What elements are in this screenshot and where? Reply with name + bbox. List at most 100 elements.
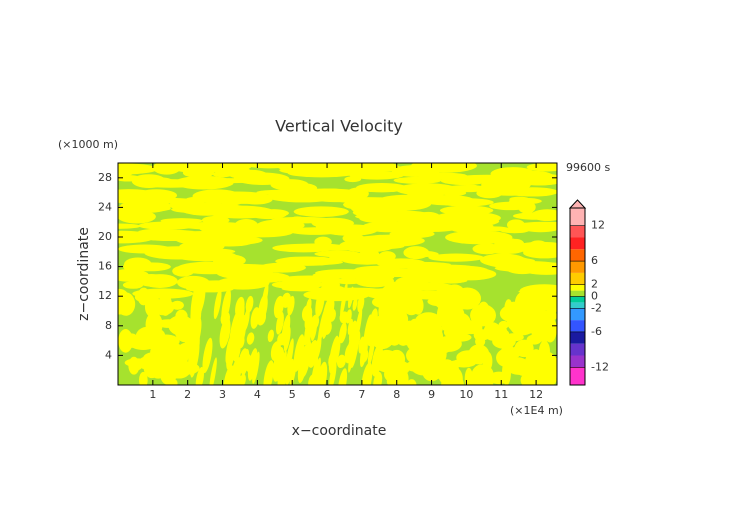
field-blob — [174, 175, 234, 190]
field-blob — [118, 244, 172, 254]
field-blob — [494, 264, 557, 273]
field-blob — [135, 230, 202, 241]
y-tick-label: 20 — [98, 230, 112, 243]
field-blob — [373, 371, 383, 385]
field-blob — [304, 307, 311, 329]
field-blob — [129, 338, 157, 350]
field-blob — [281, 314, 291, 346]
colorbar-band — [570, 284, 585, 291]
field-blob — [138, 371, 148, 385]
field-blob — [283, 326, 291, 352]
field-blob — [301, 340, 312, 377]
field-blob — [347, 286, 354, 309]
field-blob — [195, 286, 205, 326]
field-blob — [546, 294, 557, 318]
field-blob — [285, 344, 292, 370]
colorbar-tick-label: -12 — [591, 360, 609, 373]
field-blob — [312, 271, 370, 279]
field-blob — [293, 206, 349, 217]
field-blob — [481, 178, 531, 192]
plot-frame — [117, 162, 558, 386]
field-blob — [290, 243, 344, 251]
field-blob — [355, 182, 408, 193]
field-blob — [237, 304, 245, 335]
x-tick-label: 12 — [529, 388, 543, 401]
field-blob — [334, 197, 403, 204]
field-blob — [247, 348, 258, 381]
y-tick-label: 12 — [98, 289, 112, 302]
field-blob — [279, 182, 318, 194]
field-blob — [152, 163, 181, 175]
field-blob — [212, 171, 234, 178]
field-blob — [243, 308, 250, 332]
colorbar-extension — [568, 199, 587, 209]
field-blob — [504, 299, 513, 321]
x-tick-label: 3 — [219, 388, 226, 401]
x-tick-label: 11 — [494, 388, 508, 401]
y-tick-label: 16 — [98, 260, 112, 273]
colorbar-band — [570, 261, 585, 273]
colorbar-band — [570, 331, 585, 344]
field-blob — [293, 217, 314, 223]
field-blob — [504, 333, 524, 342]
field-blob — [441, 190, 467, 196]
field-blob — [118, 194, 143, 204]
x-axis-label: x−coordinate — [292, 423, 387, 439]
field-blob — [367, 336, 375, 366]
field-blob — [209, 357, 217, 385]
field-blob — [273, 295, 284, 319]
field-blob — [200, 264, 259, 270]
field-blob — [179, 241, 225, 253]
field-blob — [506, 219, 525, 231]
field-blob — [482, 351, 493, 372]
field-blob — [392, 293, 417, 309]
field-blob — [220, 197, 243, 206]
field-blob — [263, 360, 274, 385]
field-blob — [336, 354, 346, 368]
field-blob — [245, 295, 254, 313]
field-blob — [422, 278, 468, 284]
field-blob — [118, 163, 158, 175]
field-blob — [374, 349, 400, 373]
field-blob — [138, 221, 196, 230]
field-blob — [337, 368, 348, 385]
field-blob — [231, 226, 294, 238]
colorbar-band — [570, 355, 585, 368]
field-blob — [222, 320, 230, 334]
field-blob — [436, 335, 462, 352]
y-tick-label: 8 — [105, 319, 112, 332]
colorbar-tick-label: -6 — [591, 325, 602, 338]
field-blob — [201, 215, 230, 225]
field-blob — [151, 298, 175, 316]
x-unit: (×1E4 m) — [510, 404, 563, 417]
field-blob — [281, 292, 292, 308]
field-blob — [277, 359, 289, 385]
field-blob — [143, 355, 161, 379]
colorbar-band — [570, 320, 585, 332]
field-blob — [118, 189, 151, 197]
field-blob — [480, 253, 526, 267]
field-blob — [445, 230, 513, 245]
field-blob — [344, 176, 362, 183]
field-blob — [389, 229, 435, 239]
field-blob — [378, 299, 392, 325]
colorbar-tick-label: -2 — [591, 301, 602, 314]
field-blob — [406, 379, 417, 385]
x-tick-label: 10 — [459, 388, 473, 401]
field-blob — [123, 257, 152, 272]
field-blob — [526, 293, 552, 313]
field-blob — [352, 297, 358, 311]
field-blob — [439, 372, 459, 382]
field-blob — [528, 349, 544, 375]
field-blob — [344, 343, 354, 364]
field-blob — [315, 188, 350, 202]
field-blob — [311, 217, 355, 229]
field-blob — [357, 295, 365, 313]
field-blob — [145, 312, 163, 338]
field-blob — [332, 337, 341, 367]
field-blob — [349, 170, 405, 180]
field-blob — [288, 259, 344, 265]
field-blob — [369, 308, 378, 331]
field-blob — [432, 294, 449, 303]
